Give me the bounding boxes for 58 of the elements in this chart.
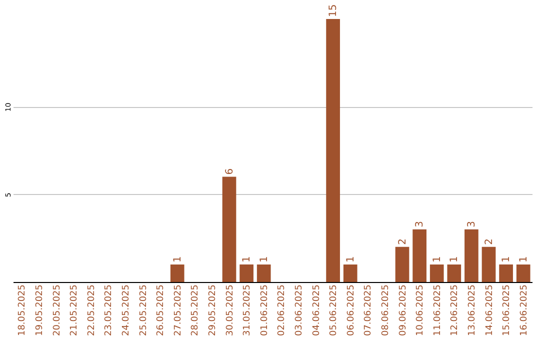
data-label: 15 [328, 4, 340, 17]
bar [222, 176, 236, 282]
x-tick-label: 18.05.2025 [18, 284, 28, 336]
x-tick-label: 24.05.2025 [121, 284, 132, 336]
data-label: 1 [242, 256, 253, 262]
x-tick-label: 23.05.2025 [104, 284, 114, 336]
data-label: 1 [432, 256, 443, 262]
bar [447, 264, 462, 282]
data-label: 3 [414, 221, 426, 228]
x-tick-label: 30.05.2025 [225, 284, 236, 336]
x-tick-label: 16.06.2025 [519, 284, 530, 336]
data-label: 2 [397, 238, 408, 245]
x-tick-label: 04.06.2025 [312, 284, 322, 336]
x-tick-label: 09.06.2025 [398, 284, 408, 336]
bar [240, 264, 254, 282]
x-tick-label: 31.05.2025 [242, 284, 253, 336]
x-tick-label: 25.05.2025 [138, 284, 149, 336]
bar [326, 19, 340, 282]
x-tick-label: 29.05.2025 [208, 284, 218, 336]
bar [482, 246, 496, 282]
x-tick-label: 21.05.2025 [70, 284, 80, 336]
bar [464, 229, 478, 282]
x-tick-label: 03.06.2025 [294, 284, 304, 336]
x-tick-label: 11.06.2025 [432, 284, 443, 336]
data-label: 1 [518, 256, 530, 262]
x-tick-label: 07.06.2025 [364, 284, 374, 336]
x-tick-label: 20.05.2025 [52, 284, 62, 336]
x-tick-label: 05.06.2025 [329, 284, 340, 336]
x-tick-label: 26.05.2025 [156, 284, 166, 336]
bar [256, 264, 271, 282]
x-tick-label: 13.06.2025 [467, 284, 478, 336]
x-tick-label: 14.06.2025 [484, 284, 495, 336]
x-tick-label: 06.06.2025 [346, 284, 356, 336]
x-tick-label: 10.06.2025 [416, 284, 426, 336]
x-tick-label: 28.05.2025 [190, 284, 201, 336]
bar [499, 264, 513, 282]
bar [430, 264, 444, 282]
bar [395, 246, 410, 282]
x-tick-label: 02.06.2025 [277, 284, 288, 336]
x-tick-label: 22.05.2025 [86, 284, 97, 336]
bar [516, 264, 530, 282]
x-tick-label: 08.06.2025 [380, 284, 391, 336]
bar [412, 229, 426, 282]
x-tick-label: 01.06.2025 [260, 284, 270, 336]
x-tick-label: 15.06.2025 [502, 284, 512, 336]
bar [343, 264, 358, 282]
x-tick-label: 12.06.2025 [450, 284, 460, 336]
x-tick-label: 19.05.2025 [34, 284, 45, 336]
data-label: 6 [224, 168, 236, 175]
data-label: 1 [258, 256, 270, 262]
data-label: 2 [484, 238, 495, 245]
data-label: 3 [466, 221, 478, 228]
x-tick-label: 27.05.2025 [173, 284, 184, 336]
data-label: 1 [449, 256, 460, 262]
bar [170, 264, 184, 282]
data-label: 1 [172, 256, 184, 262]
data-label: 1 [345, 256, 356, 262]
data-label: 1 [501, 256, 512, 262]
